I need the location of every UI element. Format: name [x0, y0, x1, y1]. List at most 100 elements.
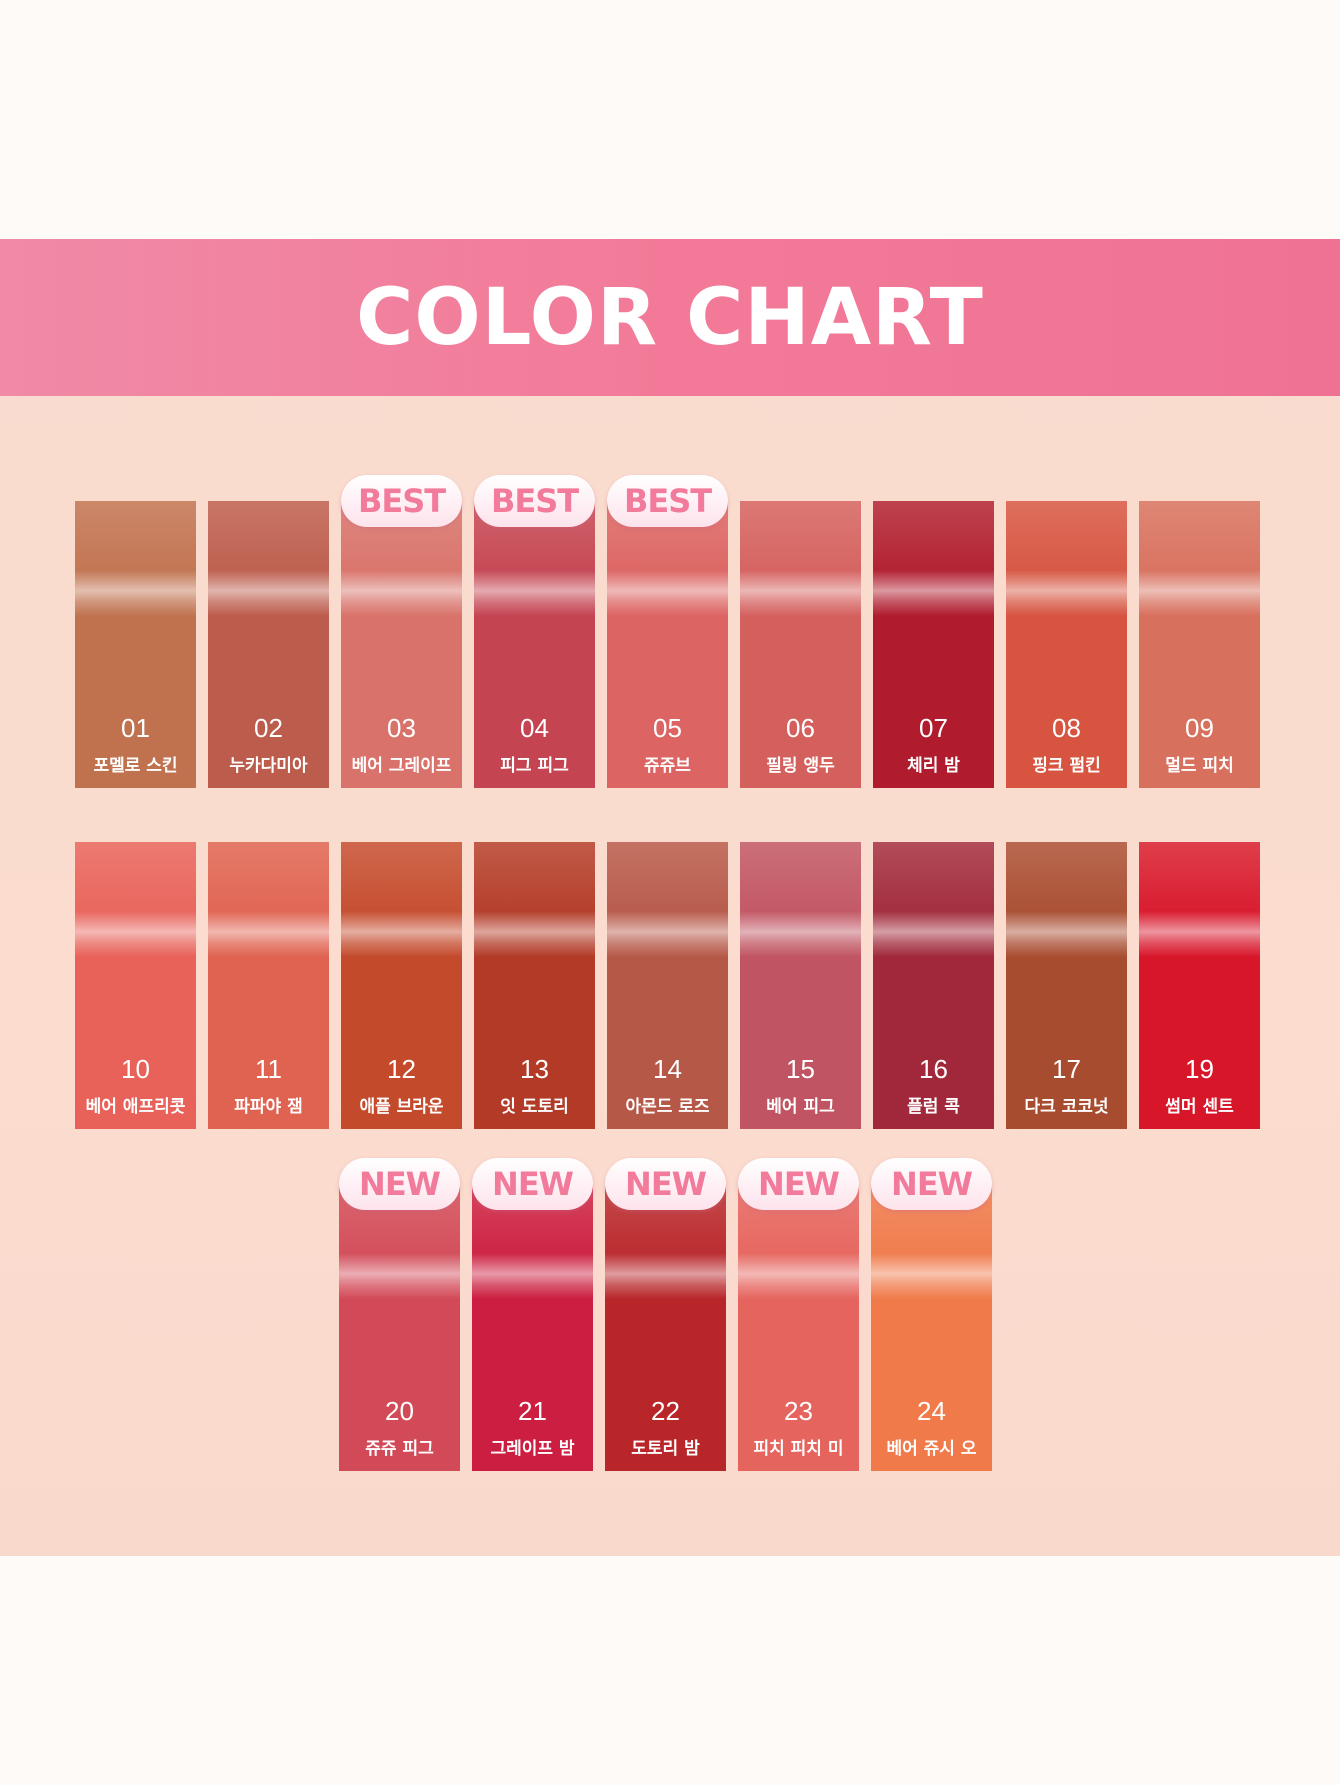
gloss-highlight — [339, 1252, 460, 1299]
gloss-highlight — [871, 1252, 992, 1299]
shade-number: 06 — [786, 713, 815, 743]
shade-number: 21 — [518, 1396, 547, 1426]
badge-best: BEST — [341, 475, 462, 527]
gloss-highlight — [607, 569, 728, 616]
shade-number: 19 — [1185, 1054, 1214, 1084]
swatch-10[interactable]: 10 베어 애프리콧 — [75, 842, 196, 1129]
shade-name: 누카다미아 — [229, 756, 308, 776]
gloss-highlight — [341, 910, 462, 957]
swatch-07[interactable]: 07 체리 밤 — [873, 501, 994, 788]
shade-name: 피치 피치 미 — [753, 1439, 844, 1459]
swatch-05[interactable]: 05 쥬쥬브 — [607, 501, 728, 788]
badge-best: BEST — [474, 475, 595, 527]
shade-number: 23 — [784, 1396, 813, 1426]
swatch-13[interactable]: 13 잇 도토리 — [474, 842, 595, 1129]
shade-number: 16 — [919, 1054, 948, 1084]
shade-number: 03 — [387, 713, 416, 743]
swatch-11[interactable]: 11 파파야 잼 — [208, 842, 329, 1129]
shade-name: 베어 피그 — [766, 1097, 835, 1117]
shade-name: 썸머 센트 — [1165, 1097, 1234, 1117]
shade-name: 베어 쥬시 오 — [886, 1439, 977, 1459]
badge-new: NEW — [472, 1158, 593, 1210]
gloss-highlight — [472, 1252, 593, 1299]
shade-name: 도토리 밤 — [631, 1439, 700, 1459]
badge-best: BEST — [607, 475, 728, 527]
badge-new: NEW — [605, 1158, 726, 1210]
shade-name: 베어 그레이프 — [351, 756, 452, 776]
swatch-19[interactable]: 19 썸머 센트 — [1139, 842, 1260, 1129]
swatch-23[interactable]: 23 피치 피치 미 — [738, 1184, 859, 1471]
shade-number: 20 — [385, 1396, 414, 1426]
shade-name: 베어 애프리콧 — [85, 1097, 186, 1117]
swatch-14[interactable]: 14 아몬드 로즈 — [607, 842, 728, 1129]
gloss-highlight — [474, 569, 595, 616]
shade-name: 멀드 피치 — [1165, 756, 1234, 776]
shade-name: 필링 앵두 — [766, 756, 835, 776]
gloss-highlight — [740, 910, 861, 957]
badge-new: NEW — [738, 1158, 859, 1210]
shade-name: 아몬드 로즈 — [625, 1097, 710, 1117]
swatch-21[interactable]: 21 그레이프 밤 — [472, 1184, 593, 1471]
title-banner: COLOR CHART — [0, 239, 1340, 396]
gloss-highlight — [1006, 910, 1127, 957]
shade-number: 13 — [520, 1054, 549, 1084]
swatch-22[interactable]: 22 도토리 밤 — [605, 1184, 726, 1471]
shade-number: 17 — [1052, 1054, 1081, 1084]
shade-name: 플럼 콕 — [907, 1097, 960, 1117]
shade-number: 02 — [254, 713, 283, 743]
shade-name: 포멜로 스킨 — [93, 756, 178, 776]
gloss-highlight — [873, 910, 994, 957]
badge-new: NEW — [871, 1158, 992, 1210]
swatch-01[interactable]: 01 포멜로 스킨 — [75, 501, 196, 788]
badge-new: NEW — [339, 1158, 460, 1210]
gloss-highlight — [75, 910, 196, 957]
shade-number: 07 — [919, 713, 948, 743]
gloss-highlight — [208, 910, 329, 957]
shade-name: 쥬쥬 피그 — [365, 1439, 434, 1459]
gloss-highlight — [474, 910, 595, 957]
swatch-09[interactable]: 09 멀드 피치 — [1139, 501, 1260, 788]
swatch-02[interactable]: 02 누카다미아 — [208, 501, 329, 788]
shade-number: 08 — [1052, 713, 1081, 743]
gloss-highlight — [738, 1252, 859, 1299]
shade-name: 피그 피그 — [500, 756, 569, 776]
swatch-03[interactable]: 03 베어 그레이프 — [341, 501, 462, 788]
shade-name: 애플 브라운 — [359, 1097, 444, 1117]
shade-number: 01 — [121, 713, 150, 743]
shade-number: 11 — [255, 1054, 282, 1084]
shade-name: 핑크 펌킨 — [1032, 756, 1101, 776]
shade-number: 05 — [653, 713, 682, 743]
shade-number: 24 — [917, 1396, 946, 1426]
shade-number: 09 — [1185, 713, 1214, 743]
swatch-24[interactable]: 24 베어 쥬시 오 — [871, 1184, 992, 1471]
shade-number: 15 — [786, 1054, 815, 1084]
swatch-06[interactable]: 06 필링 앵두 — [740, 501, 861, 788]
gloss-highlight — [341, 569, 462, 616]
shade-number: 04 — [520, 713, 549, 743]
gloss-highlight — [208, 569, 329, 616]
swatch-15[interactable]: 15 베어 피그 — [740, 842, 861, 1129]
shade-name: 잇 도토리 — [500, 1097, 569, 1117]
swatch-04[interactable]: 04 피그 피그 — [474, 501, 595, 788]
shade-name: 다크 코코넛 — [1024, 1097, 1109, 1117]
swatch-08[interactable]: 08 핑크 펌킨 — [1006, 501, 1127, 788]
gloss-highlight — [607, 910, 728, 957]
swatch-20[interactable]: 20 쥬쥬 피그 — [339, 1184, 460, 1471]
gloss-highlight — [1006, 569, 1127, 616]
shade-number: 10 — [121, 1054, 150, 1084]
gloss-highlight — [873, 569, 994, 616]
gloss-highlight — [740, 569, 861, 616]
page-title: COLOR CHART — [356, 272, 984, 363]
gloss-highlight — [75, 569, 196, 616]
swatch-16[interactable]: 16 플럼 콕 — [873, 842, 994, 1129]
shade-name: 파파야 잼 — [234, 1097, 303, 1117]
shade-name: 그레이프 밤 — [490, 1439, 575, 1459]
swatch-17[interactable]: 17 다크 코코넛 — [1006, 842, 1127, 1129]
shade-name: 쥬쥬브 — [644, 756, 691, 776]
shade-name: 체리 밤 — [907, 756, 960, 776]
swatch-12[interactable]: 12 애플 브라운 — [341, 842, 462, 1129]
shade-number: 22 — [651, 1396, 680, 1426]
gloss-highlight — [1139, 569, 1260, 616]
gloss-highlight — [1139, 910, 1260, 957]
shade-number: 14 — [653, 1054, 682, 1084]
